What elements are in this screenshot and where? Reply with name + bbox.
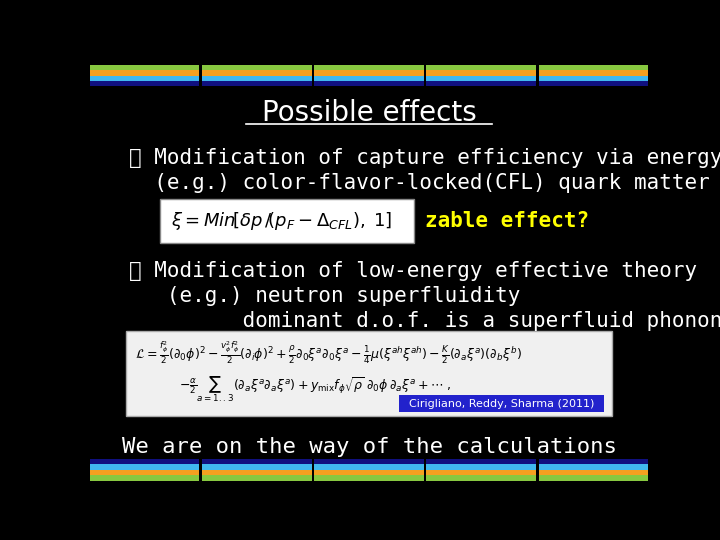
FancyBboxPatch shape [539,65,648,70]
Text: $\xi = Min\!\left[\delta p\,/\!\left(p_F - \Delta_{CFL}\right),\;1\right]$: $\xi = Min\!\left[\delta p\,/\!\left(p_F… [171,210,392,232]
FancyBboxPatch shape [426,475,536,481]
Text: We are on the way of the calculations: We are on the way of the calculations [122,437,616,457]
FancyBboxPatch shape [90,70,199,76]
FancyBboxPatch shape [539,470,648,475]
FancyBboxPatch shape [315,76,423,81]
FancyBboxPatch shape [539,459,648,464]
FancyBboxPatch shape [539,464,648,470]
Text: (e.g.) color-flavor-locked(CFL) quark matter: (e.g.) color-flavor-locked(CFL) quark ma… [129,173,710,193]
FancyBboxPatch shape [90,65,199,70]
FancyBboxPatch shape [315,70,423,76]
FancyBboxPatch shape [202,65,312,70]
FancyBboxPatch shape [90,475,199,481]
FancyBboxPatch shape [539,81,648,86]
FancyBboxPatch shape [160,199,414,243]
Text: dominant d.o.f. is a superfluid phonon.: dominant d.o.f. is a superfluid phonon. [129,310,720,330]
FancyBboxPatch shape [426,464,536,470]
FancyBboxPatch shape [202,459,312,464]
FancyBboxPatch shape [90,464,199,470]
FancyBboxPatch shape [90,459,199,464]
FancyBboxPatch shape [399,395,605,413]
Text: ① Modification of capture efficiency via energy gap: ① Modification of capture efficiency via… [129,148,720,168]
FancyBboxPatch shape [202,70,312,76]
FancyBboxPatch shape [202,76,312,81]
FancyBboxPatch shape [426,76,536,81]
Text: $\mathcal{L} = \frac{f_\phi^2}{2}(\partial_0\phi)^2 - \frac{v_\phi^2 f_\phi^2}{2: $\mathcal{L} = \frac{f_\phi^2}{2}(\parti… [135,340,521,366]
Text: (e.g.) neutron superfluidity: (e.g.) neutron superfluidity [129,286,521,306]
FancyBboxPatch shape [426,65,536,70]
Text: ② Modification of low-energy effective theory: ② Modification of low-energy effective t… [129,261,697,281]
FancyBboxPatch shape [315,464,423,470]
FancyBboxPatch shape [426,470,536,475]
FancyBboxPatch shape [315,65,423,70]
FancyBboxPatch shape [90,81,199,86]
FancyBboxPatch shape [539,76,648,81]
FancyBboxPatch shape [90,76,199,81]
FancyBboxPatch shape [202,464,312,470]
FancyBboxPatch shape [315,475,423,481]
FancyBboxPatch shape [90,470,199,475]
FancyBboxPatch shape [202,475,312,481]
FancyBboxPatch shape [202,470,312,475]
FancyBboxPatch shape [202,81,312,86]
FancyBboxPatch shape [315,459,423,464]
FancyBboxPatch shape [426,81,536,86]
FancyBboxPatch shape [126,331,612,416]
FancyBboxPatch shape [426,459,536,464]
FancyBboxPatch shape [315,470,423,475]
Text: $-\frac{\alpha}{2}\sum_{a=1..3}(\partial_a\xi^a\partial_a\xi^a) + y_{\rm mix} f_: $-\frac{\alpha}{2}\sum_{a=1..3}(\partial… [179,374,451,404]
Text: zable effect?: zable effect? [425,211,589,231]
FancyBboxPatch shape [539,475,648,481]
FancyBboxPatch shape [539,70,648,76]
Text: Cirigliano, Reddy, Sharma (2011): Cirigliano, Reddy, Sharma (2011) [409,399,594,409]
Text: Possible effects: Possible effects [261,99,477,126]
FancyBboxPatch shape [315,81,423,86]
FancyBboxPatch shape [426,70,536,76]
